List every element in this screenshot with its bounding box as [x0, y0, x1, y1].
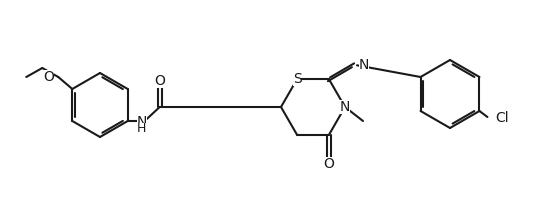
Text: H: H — [137, 123, 146, 135]
Text: O: O — [154, 74, 165, 88]
Text: N: N — [340, 100, 350, 114]
Text: O: O — [324, 157, 334, 171]
Text: N: N — [137, 115, 147, 129]
Text: Cl: Cl — [496, 111, 509, 125]
Text: S: S — [293, 72, 301, 86]
Text: O: O — [43, 70, 54, 84]
Text: N: N — [359, 58, 370, 72]
